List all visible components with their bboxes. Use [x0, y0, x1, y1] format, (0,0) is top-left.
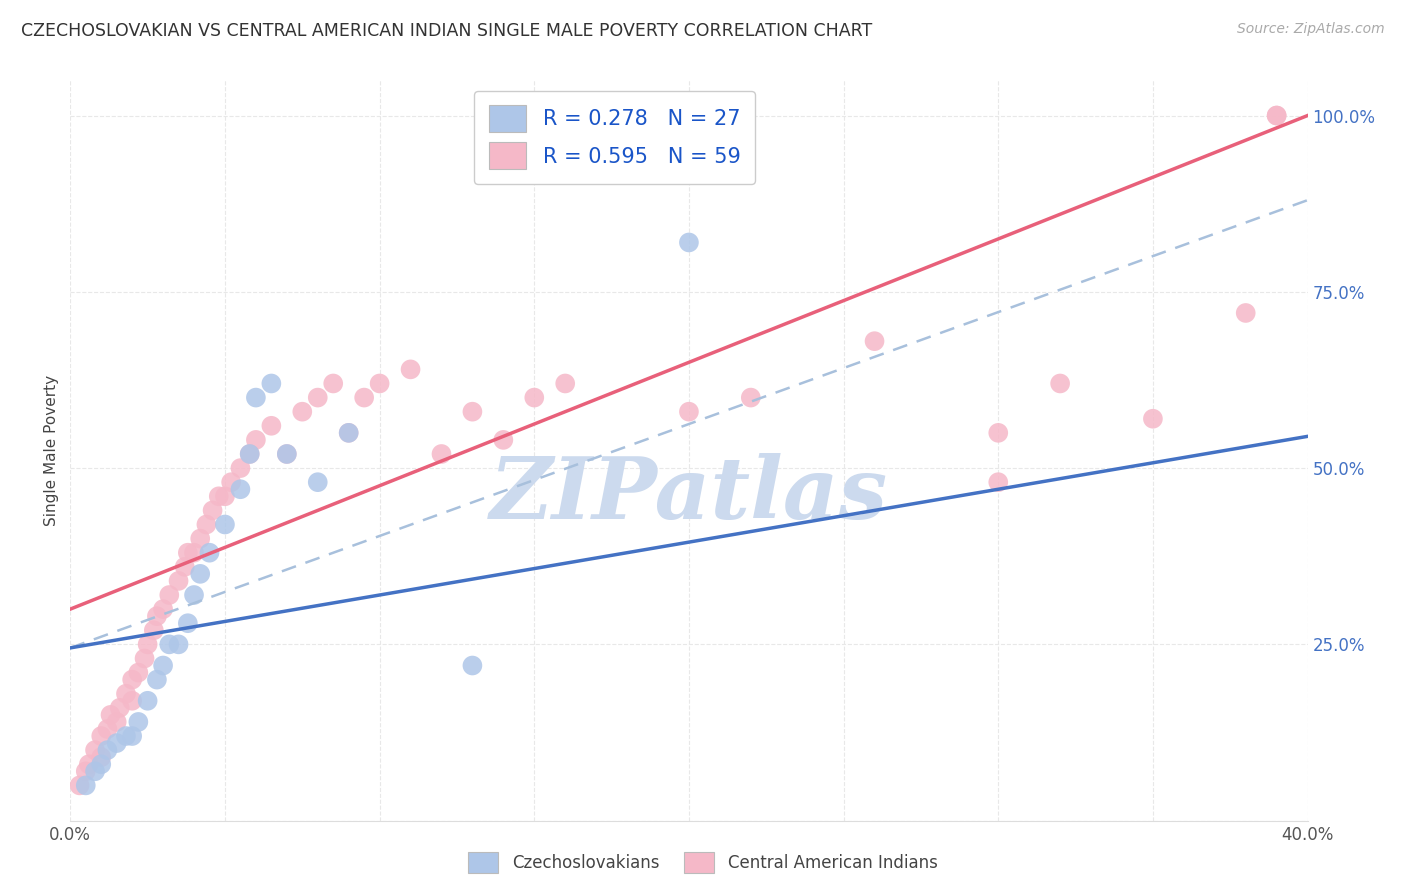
- Point: [461, 658, 484, 673]
- Point: [863, 334, 886, 348]
- Point: [276, 447, 298, 461]
- Point: [100, 707, 122, 722]
- Point: [307, 475, 329, 490]
- Point: [1234, 306, 1257, 320]
- Text: CZECHOSLOVAKIAN VS CENTRAL AMERICAN INDIAN SINGLE MALE POVERTY CORRELATION CHART: CZECHOSLOVAKIAN VS CENTRAL AMERICAN INDI…: [21, 22, 872, 40]
- Point: [245, 433, 267, 447]
- Point: [188, 532, 211, 546]
- Point: [201, 503, 224, 517]
- Point: [291, 405, 314, 419]
- Point: [208, 489, 231, 503]
- Point: [322, 376, 344, 391]
- Point: [75, 778, 97, 792]
- Point: [229, 461, 252, 475]
- Point: [146, 609, 169, 624]
- Point: [183, 588, 205, 602]
- Point: [177, 546, 200, 560]
- Point: [195, 517, 218, 532]
- Point: [399, 362, 422, 376]
- Point: [121, 694, 143, 708]
- Point: [152, 658, 174, 673]
- Point: [260, 418, 283, 433]
- Point: [105, 714, 128, 729]
- Point: [229, 482, 252, 496]
- Point: [987, 425, 1010, 440]
- Point: [134, 651, 156, 665]
- Point: [136, 694, 159, 708]
- Point: [115, 687, 138, 701]
- Point: [219, 475, 242, 490]
- Point: [214, 489, 236, 503]
- Text: Source: ZipAtlas.com: Source: ZipAtlas.com: [1237, 22, 1385, 37]
- Point: [105, 736, 128, 750]
- Point: [69, 778, 91, 792]
- Point: [1142, 411, 1164, 425]
- Point: [678, 405, 700, 419]
- Point: [77, 757, 100, 772]
- Point: [276, 447, 298, 461]
- Point: [177, 616, 200, 631]
- Point: [307, 391, 329, 405]
- Point: [554, 376, 576, 391]
- Point: [127, 714, 149, 729]
- Point: [157, 637, 180, 651]
- Point: [90, 729, 112, 743]
- Point: [96, 722, 118, 736]
- Point: [1265, 109, 1288, 123]
- Point: [260, 376, 283, 391]
- Point: [353, 391, 375, 405]
- Point: [183, 546, 205, 560]
- Point: [337, 425, 360, 440]
- Point: [84, 764, 107, 779]
- Point: [337, 425, 360, 440]
- Point: [90, 757, 112, 772]
- Point: [430, 447, 453, 461]
- Point: [142, 624, 165, 638]
- Point: [84, 743, 107, 757]
- Point: [188, 566, 211, 581]
- Point: [127, 665, 149, 680]
- Point: [157, 588, 180, 602]
- Point: [245, 391, 267, 405]
- Point: [96, 743, 118, 757]
- Point: [152, 602, 174, 616]
- Point: [167, 574, 190, 588]
- Point: [678, 235, 700, 250]
- Point: [198, 546, 221, 560]
- Point: [368, 376, 391, 391]
- Point: [75, 764, 97, 779]
- Point: [136, 637, 159, 651]
- Point: [740, 391, 762, 405]
- Point: [1265, 109, 1288, 123]
- Point: [239, 447, 262, 461]
- Point: [987, 475, 1010, 490]
- Point: [121, 729, 143, 743]
- Text: ZIPatlas: ZIPatlas: [489, 453, 889, 537]
- Point: [108, 701, 131, 715]
- Point: [90, 750, 112, 764]
- Point: [173, 559, 195, 574]
- Point: [523, 391, 546, 405]
- Y-axis label: Single Male Poverty: Single Male Poverty: [44, 375, 59, 526]
- Legend: Czechoslovakians, Central American Indians: Czechoslovakians, Central American India…: [461, 846, 945, 880]
- Point: [214, 517, 236, 532]
- Point: [239, 447, 262, 461]
- Point: [1049, 376, 1071, 391]
- Point: [115, 729, 138, 743]
- Point: [121, 673, 143, 687]
- Point: [492, 433, 515, 447]
- Legend: R = 0.278   N = 27, R = 0.595   N = 59: R = 0.278 N = 27, R = 0.595 N = 59: [474, 91, 755, 184]
- Point: [461, 405, 484, 419]
- Point: [167, 637, 190, 651]
- Point: [146, 673, 169, 687]
